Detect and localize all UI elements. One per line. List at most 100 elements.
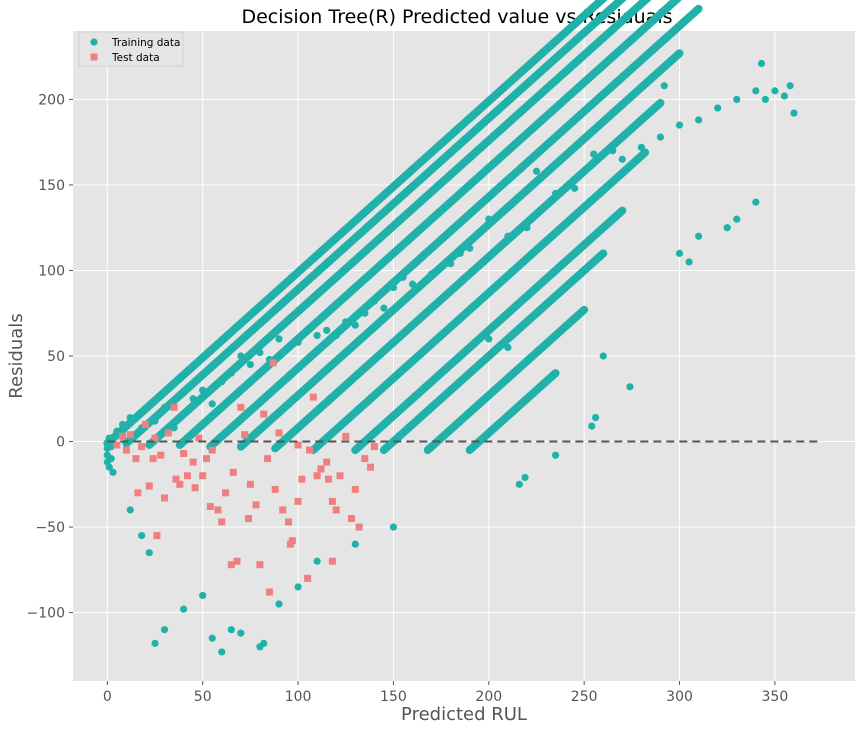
test-data-point	[203, 455, 211, 463]
test-data-point	[256, 561, 264, 569]
test-data-point	[309, 393, 317, 401]
x-tick-label: 350	[762, 689, 789, 705]
training-data-point	[523, 224, 531, 232]
test-data-point	[342, 432, 350, 440]
test-data-point	[122, 446, 130, 454]
test-data-point	[286, 540, 294, 548]
training-data-point	[361, 309, 369, 317]
chart-title: Decision Tree(R) Predicted value vs Resi…	[241, 6, 672, 28]
training-data-point	[551, 189, 560, 198]
test-data-point	[317, 465, 325, 473]
test-data-point	[351, 485, 359, 493]
training-data-point	[399, 273, 407, 281]
test-data-point	[298, 475, 306, 483]
training-data-point	[275, 335, 283, 343]
training-data-point	[675, 121, 684, 129]
training-data-point	[218, 648, 226, 656]
test-data-point	[214, 506, 222, 514]
test-data-point	[304, 574, 312, 582]
training-data-point	[456, 249, 464, 257]
training-data-point	[113, 427, 121, 435]
test-data-point	[275, 429, 283, 437]
test-data-point	[246, 480, 254, 488]
test-data-point	[132, 455, 140, 463]
test-data-point	[241, 431, 249, 439]
training-data-point	[626, 383, 634, 391]
training-data-point	[515, 480, 523, 488]
training-data-point	[592, 413, 600, 422]
y-tick-label: −100	[27, 606, 65, 622]
test-data-point	[229, 468, 237, 476]
test-data-point	[138, 443, 146, 451]
training-data-point	[189, 395, 197, 403]
training-data-point	[294, 338, 302, 346]
y-tick-label: −50	[35, 520, 65, 536]
x-tick-label: 250	[571, 689, 598, 705]
test-data-point	[206, 503, 214, 511]
test-data-point	[176, 480, 184, 488]
training-data-band	[351, 206, 627, 455]
training-data-point	[170, 424, 178, 432]
training-data-point	[118, 420, 127, 429]
training-data-point	[208, 634, 216, 642]
training-data-point	[714, 104, 722, 112]
training-data-point	[323, 326, 331, 334]
test-data-point	[145, 482, 153, 490]
test-data-point	[134, 489, 142, 497]
test-data-point	[119, 432, 127, 440]
grid-lines	[73, 31, 855, 681]
test-data-point	[151, 434, 159, 442]
training-data-band	[145, 0, 652, 449]
training-data-point	[609, 147, 617, 155]
test-data-point	[126, 431, 134, 439]
test-data-point	[336, 472, 344, 480]
x-tick-label: 100	[285, 689, 312, 705]
training-data-point	[237, 629, 245, 637]
training-data-point	[380, 304, 388, 312]
test-data-point	[157, 451, 165, 459]
training-data-point	[294, 583, 302, 591]
training-data-point	[427, 270, 436, 278]
training-data-point	[504, 232, 512, 240]
training-data-point	[107, 443, 115, 451]
training-data-point	[790, 109, 798, 117]
test-data-point	[264, 455, 272, 463]
training-data-point	[485, 215, 493, 223]
test-data-point	[279, 506, 287, 514]
training-data-point	[521, 473, 529, 482]
training-data-band	[103, 0, 608, 448]
training-data-point	[599, 352, 607, 360]
training-data-point	[180, 410, 188, 418]
x-tick-label: 300	[666, 689, 693, 705]
test-data-point	[153, 532, 161, 540]
y-axis-ticks: −100 −50 0 50 100 150 200	[27, 92, 73, 622]
training-data-point	[109, 468, 117, 476]
training-data-band	[423, 305, 589, 455]
test-data-point	[170, 403, 178, 411]
test-data-point	[367, 463, 375, 471]
x-tick-label: 200	[475, 689, 502, 705]
test-data-point	[347, 515, 355, 522]
test-data-point	[294, 497, 302, 505]
training-data-point	[284, 343, 293, 352]
test-data-point	[189, 458, 197, 466]
training-data-point	[733, 215, 741, 223]
legend-training-marker	[90, 38, 98, 46]
training-data-point	[151, 639, 159, 647]
y-tick-label: 0	[56, 435, 65, 451]
test-data-point	[164, 429, 172, 437]
y-tick-label: 150	[38, 178, 65, 194]
training-data-point	[160, 403, 169, 411]
x-tick-label: 50	[194, 689, 212, 705]
x-axis-label: Predicted RUL	[401, 704, 527, 725]
training-data-point	[752, 198, 760, 206]
training-data-point	[199, 386, 207, 394]
test-data-point	[306, 446, 314, 454]
training-data-point	[342, 318, 350, 326]
training-data-band	[379, 249, 608, 455]
legend-test-label: Test data	[111, 52, 160, 64]
training-data-point	[208, 400, 216, 408]
test-data-point	[328, 557, 336, 565]
test-data-point	[265, 588, 273, 596]
